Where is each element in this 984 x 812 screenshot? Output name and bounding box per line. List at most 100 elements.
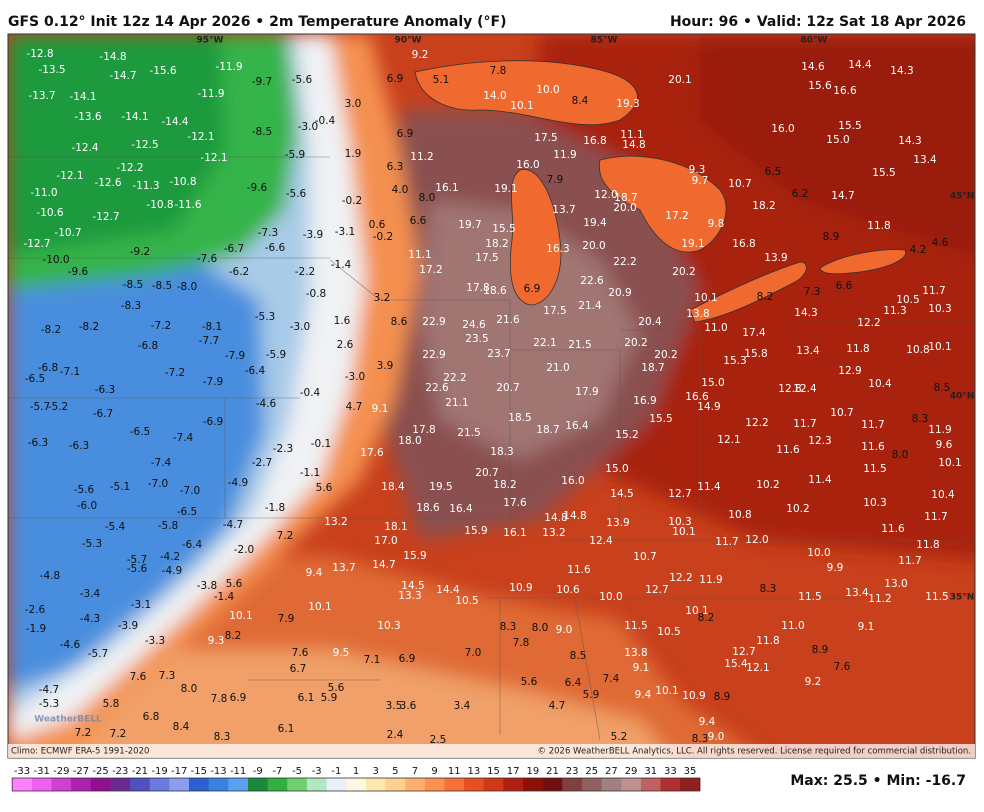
- map-value: 7.2: [277, 530, 294, 542]
- colorbar-tick-label: 17: [507, 766, 520, 777]
- colorbar-cell: [90, 778, 111, 791]
- map-value: 4.7: [549, 700, 566, 712]
- map-value: -8.5: [123, 279, 144, 291]
- map-value: 18.2: [752, 200, 775, 212]
- map-value: -2.2: [295, 266, 316, 278]
- map-value: -6.5: [177, 506, 198, 518]
- map-value: -7.0: [180, 485, 201, 497]
- map-value: -7.3: [258, 227, 279, 239]
- map-value: 12.4: [589, 535, 613, 547]
- colorbar-tick-label: 25: [585, 766, 598, 777]
- map-value: 5.1: [433, 74, 450, 86]
- colorbar-tick-label: 29: [625, 766, 638, 777]
- map-value: 8.9: [823, 231, 840, 243]
- map-value: 12.7: [668, 488, 691, 500]
- map-value: 10.1: [694, 292, 717, 304]
- colorbar-cell: [601, 778, 622, 791]
- colorbar-tick-label: 11: [448, 766, 461, 777]
- map-value: -8.5: [252, 126, 273, 138]
- map-value: 6.9: [387, 73, 404, 85]
- map-value: -5.7: [127, 554, 148, 566]
- map-value: -3.8: [197, 580, 218, 592]
- map-value: 12.0: [594, 189, 617, 201]
- colorbar-cell: [130, 778, 151, 791]
- map-value: 14.5: [610, 488, 633, 500]
- map-value: 6.8: [143, 711, 160, 723]
- map-value: 10.5: [657, 626, 680, 638]
- copyright: © 2026 WeatherBELL Analytics, LLC. All r…: [538, 747, 971, 757]
- map-value: 1.6: [334, 315, 351, 327]
- map-value: 14.8: [544, 512, 567, 524]
- colorbar-cell: [287, 778, 308, 791]
- map-value: -7.6: [197, 253, 218, 265]
- map-value: 10.1: [928, 341, 951, 353]
- map-value: 15.5: [838, 120, 861, 132]
- map-value: -3.1: [131, 599, 152, 611]
- map-value: -6.8: [138, 340, 159, 352]
- colorbar-cell: [405, 778, 426, 791]
- colorbar-tick-label: -17: [171, 766, 187, 777]
- map-value: 9.2: [805, 676, 822, 688]
- map-value: 10.9: [682, 690, 705, 702]
- map-value: 14.6: [801, 61, 825, 73]
- map-value: 19.1: [494, 183, 517, 195]
- map-value: 10.5: [455, 595, 478, 607]
- map-value: 13.4: [796, 345, 820, 357]
- map-value: 5.6: [328, 682, 345, 694]
- map-value: 20.7: [475, 467, 498, 479]
- map-value: -5.6: [292, 74, 313, 86]
- map-value: -4.2: [160, 551, 181, 563]
- map-value: -14.7: [109, 70, 136, 82]
- map-value: 17.9: [575, 386, 598, 398]
- map-value: 3.4: [454, 700, 471, 712]
- max-min: Max: 25.5 • Min: -16.7: [790, 773, 966, 789]
- map-value: 10.1: [655, 685, 678, 697]
- map-value: 18.7: [614, 192, 637, 204]
- map-value: 18.0: [398, 435, 421, 447]
- map-value: 19.7: [458, 219, 481, 231]
- map-value: -12.1: [187, 131, 214, 143]
- shade-dark-green: [8, 34, 225, 255]
- map-value: -5.9: [285, 149, 306, 161]
- map-value: 20.0: [582, 240, 605, 252]
- map-value: -3.0: [345, 371, 366, 383]
- map-value: 11.7: [898, 555, 921, 567]
- shade-blue: [8, 262, 265, 690]
- map-value: 14.7: [831, 190, 854, 202]
- map-value: 11.7: [924, 511, 947, 523]
- map-value: -7.7: [199, 335, 220, 347]
- map-value: 16.8: [583, 135, 606, 147]
- map-value: -7.4: [173, 432, 194, 444]
- colorbar-tick-label: 33: [664, 766, 677, 777]
- map-value: 18.4: [381, 481, 405, 493]
- shade-gulf: [8, 650, 671, 758]
- map-value: 8.3: [912, 413, 929, 425]
- map-value: -6.5: [25, 373, 46, 385]
- colorbar-tick-label: 7: [412, 766, 418, 777]
- map-value: 10.0: [807, 547, 830, 559]
- map-value: -8.2: [41, 324, 62, 336]
- map-value: 10.2: [786, 503, 809, 515]
- map-value: 13.9: [606, 517, 629, 529]
- map-value: 16.6: [833, 85, 857, 97]
- map-value: 7.8: [513, 637, 530, 649]
- colorbar-tick-label: 27: [605, 766, 618, 777]
- map-value: 4.2: [910, 244, 927, 256]
- map-value: 11.1: [408, 249, 431, 261]
- map-value: 21.0: [546, 362, 569, 374]
- graticule-label: 90°W: [395, 36, 422, 46]
- map-value: 11.0: [704, 322, 727, 334]
- colorbar-tick-label: -23: [112, 766, 128, 777]
- map-value: 12.8: [778, 383, 801, 395]
- map-value: -10.8: [169, 176, 196, 188]
- map-value: 20.2: [624, 337, 647, 349]
- map-value: -3.0: [290, 321, 311, 333]
- map-value: -4.8: [40, 570, 61, 582]
- map-value: 8.6: [391, 316, 408, 328]
- map-value: 9.2: [412, 49, 429, 61]
- map-value: 9.1: [858, 621, 875, 633]
- map-value: -10.6: [36, 207, 63, 219]
- map-value: 8.4: [572, 95, 589, 107]
- map-value: 14.9: [697, 401, 720, 413]
- map-value: 3.6: [400, 700, 417, 712]
